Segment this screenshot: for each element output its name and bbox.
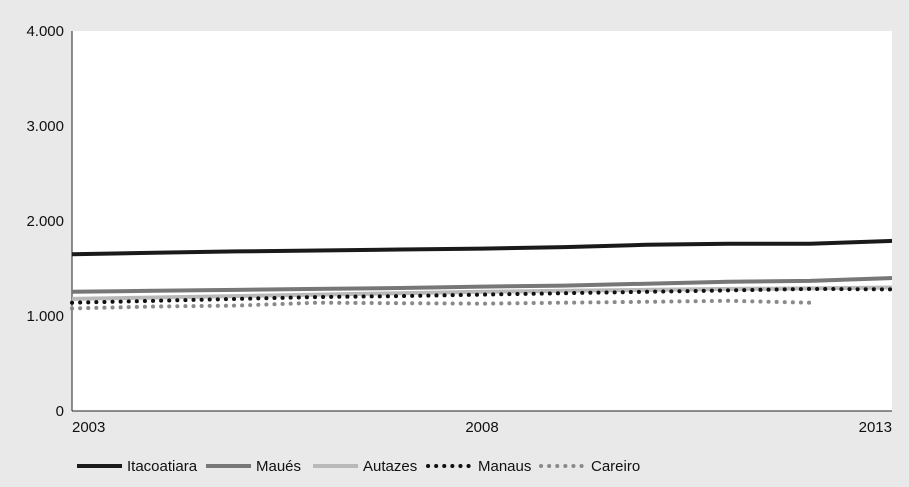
legend-label: Manaus	[478, 458, 531, 475]
legend-label: Careiro	[591, 458, 640, 475]
legend-label: Maués	[256, 458, 301, 475]
x-tick-label: 2013	[859, 419, 892, 436]
x-tick-label: 2008	[465, 419, 498, 436]
y-tick-label: 4.000	[26, 23, 64, 40]
legend-label: Autazes	[363, 458, 417, 475]
legend-label: Itacoatiara	[127, 458, 198, 475]
x-tick-label: 2003	[72, 419, 105, 436]
series-line-careiro	[70, 298, 812, 311]
legend: Itacoatiara Maués Autazes Manaus Careiro	[77, 458, 640, 475]
series-line-mau-s	[71, 276, 893, 294]
y-tick-label: 0	[56, 403, 64, 420]
plot-area	[72, 31, 892, 411]
series-lines	[70, 238, 894, 311]
x-tick-labels: 2003 2008 2013	[72, 419, 892, 436]
y-tick-label: 2.000	[26, 213, 64, 230]
series-line-itacoatiara	[71, 238, 893, 257]
series-line-autazes	[71, 285, 893, 301]
y-tick-label: 3.000	[26, 118, 64, 135]
y-tick-label: 1.000	[26, 308, 64, 325]
series-line-manaus	[70, 286, 894, 305]
y-tick-labels: 0 1.000 2.000 3.000 4.000	[26, 23, 64, 420]
